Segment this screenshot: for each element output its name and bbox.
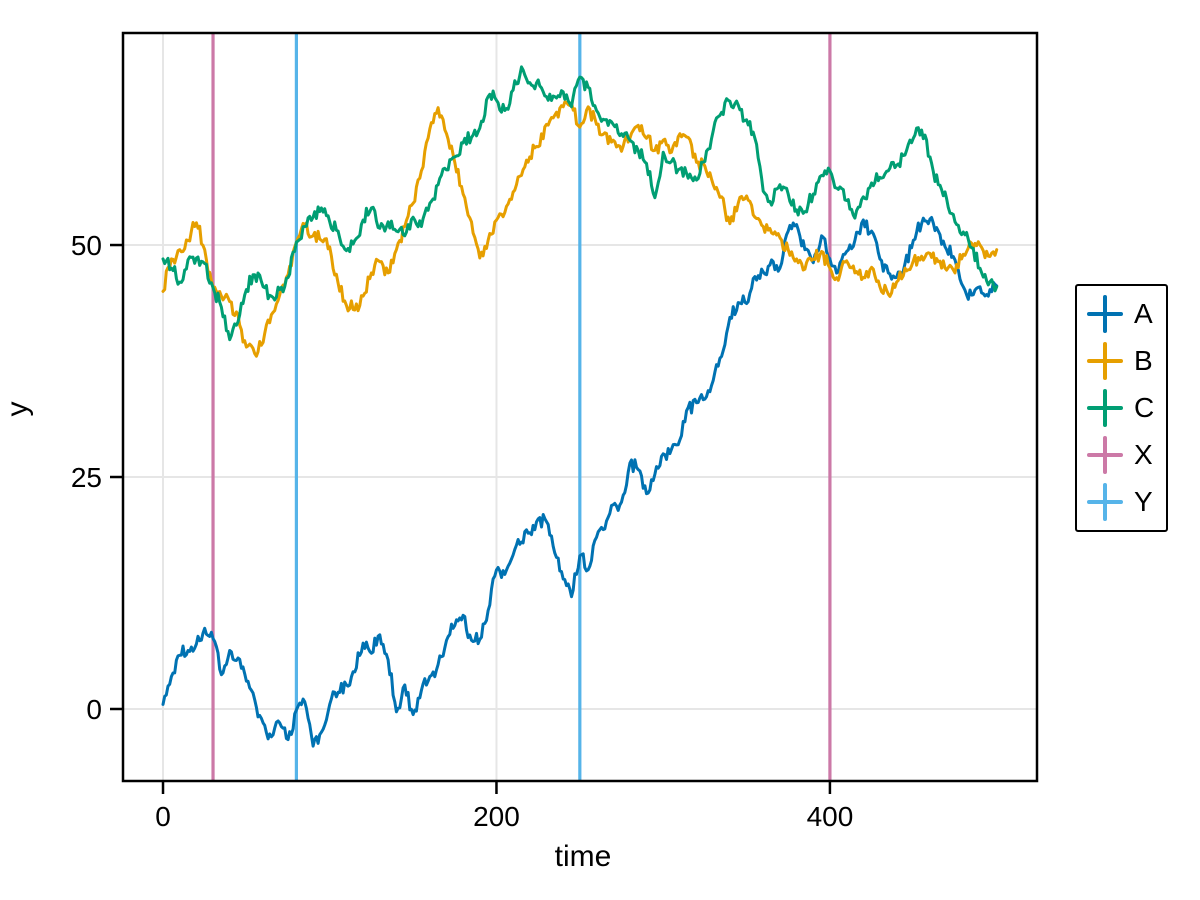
x-tick-label: 400 (807, 801, 854, 832)
legend-item-c: C (1077, 389, 1166, 427)
series-line-c (161, 65, 999, 342)
legend: A B C X Y (1075, 284, 1168, 532)
y-tick-label: 25 (71, 462, 102, 493)
legend-label: C (1134, 392, 1155, 423)
x-tick-label: 200 (473, 801, 520, 832)
line-cross-marker-icon (1086, 483, 1124, 521)
line-cross-marker-icon (1086, 342, 1124, 380)
x-axis-label: time (554, 840, 612, 873)
x-tick-label: 0 (155, 801, 171, 832)
series-lines (161, 65, 999, 748)
y-axis-label: y (1, 401, 34, 417)
series-line-a (161, 216, 999, 748)
line-cross-marker-icon (1086, 295, 1124, 333)
legend-label: Y (1134, 486, 1153, 517)
line-cross-marker-icon (1086, 436, 1124, 474)
legend-label: B (1134, 345, 1153, 376)
y-tick-label: 0 (86, 694, 102, 725)
line-cross-marker-icon (1086, 389, 1124, 427)
axes-frame: 0 200 400 0 25 50 (71, 31, 1039, 832)
legend-item-y: Y (1077, 483, 1166, 521)
legend-item-b: B (1077, 342, 1166, 380)
legend-item-x: X (1077, 436, 1166, 474)
legend-label: X (1134, 439, 1153, 470)
vlines (211, 33, 832, 781)
legend-label: A (1134, 298, 1153, 329)
legend-item-a: A (1077, 295, 1166, 333)
y-tick-label: 50 (71, 230, 102, 261)
